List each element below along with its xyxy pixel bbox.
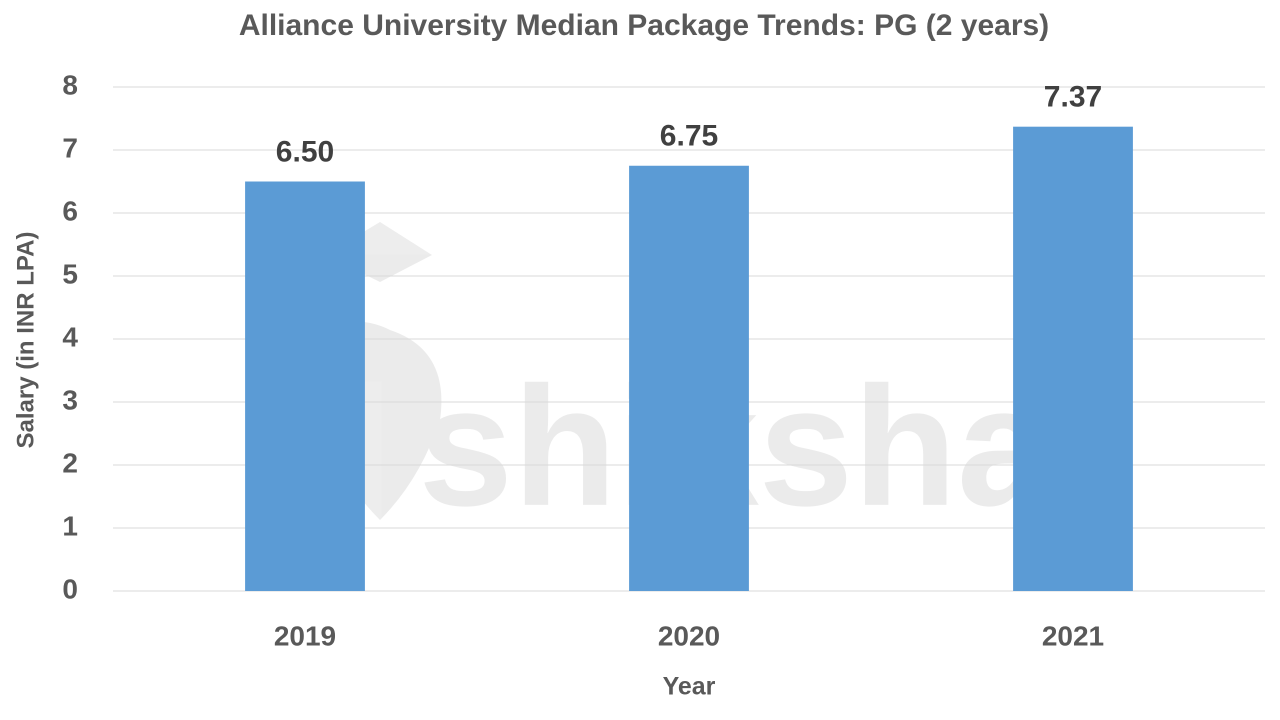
x-tick-label: 2019 bbox=[274, 620, 336, 651]
y-tick-label: 4 bbox=[62, 321, 78, 352]
y-tick-label: 0 bbox=[62, 573, 78, 604]
x-axis-title: Year bbox=[663, 673, 716, 701]
y-tick-label: 8 bbox=[62, 69, 78, 100]
y-axis-title: Salary (in INR LPA) bbox=[12, 232, 39, 449]
x-tick-label: 2020 bbox=[658, 620, 720, 651]
x-tick-label: 2021 bbox=[1042, 620, 1104, 651]
y-tick-label: 2 bbox=[62, 447, 78, 478]
data-label: 6.75 bbox=[660, 120, 718, 153]
y-tick-label: 7 bbox=[62, 132, 78, 163]
bar bbox=[629, 165, 749, 591]
data-label: 7.37 bbox=[1044, 81, 1102, 114]
y-tick-label: 5 bbox=[62, 258, 78, 289]
y-tick-label: 3 bbox=[62, 384, 78, 415]
y-tick-label: 6 bbox=[62, 195, 78, 226]
chart-title: Alliance University Median Package Trend… bbox=[239, 9, 1049, 42]
data-label: 6.50 bbox=[276, 135, 334, 168]
bar bbox=[1013, 126, 1133, 591]
y-tick-label: 1 bbox=[62, 510, 78, 541]
bar bbox=[245, 181, 365, 591]
